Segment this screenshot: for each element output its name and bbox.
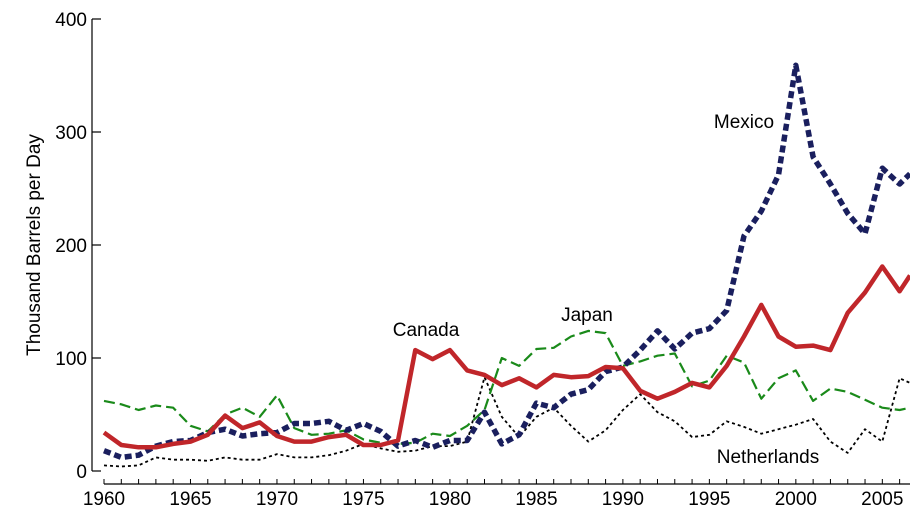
x-axis: 1960 1965 1970 1975 1980 1985 1990 1995 2000 2005 [83,479,910,510]
x-tick-label: 1985 [515,489,557,510]
series-label-japan: Japan [561,305,613,326]
x-tick-label: 1960 [83,489,125,510]
x-tick-label: 1965 [169,489,211,510]
y-tick-label: 400 [55,10,87,31]
x-tick-label: 1975 [342,489,384,510]
series-line-japan [103,329,910,445]
x-tick-label: 1995 [688,489,730,510]
y-axis: 0 100 200 300 400 [55,10,101,483]
series-line-netherlands [103,376,910,468]
x-tick-label: 1970 [256,489,298,510]
y-tick-label: 0 [76,462,87,483]
series-label-canada: Canada [393,320,460,341]
y-tick-label: 100 [55,349,87,370]
x-tick-label: 2005 [861,489,903,510]
series-label-mexico: Mexico [714,112,774,133]
series-label-netherlands: Netherlands [717,447,819,468]
plot-area [102,62,910,468]
series-line-mexico [103,62,910,461]
y-axis-title: Thousand Barrels per Day [24,134,45,356]
x-tick-label: 1980 [429,489,471,510]
x-tick-label: 1990 [602,489,644,510]
y-tick-label: 300 [55,123,87,144]
series-line-canada [102,264,910,450]
y-tick-label: 200 [55,236,87,257]
series-labels: Mexico Canada Japan Netherlands [393,112,820,468]
x-tick-label: 2000 [775,489,817,510]
